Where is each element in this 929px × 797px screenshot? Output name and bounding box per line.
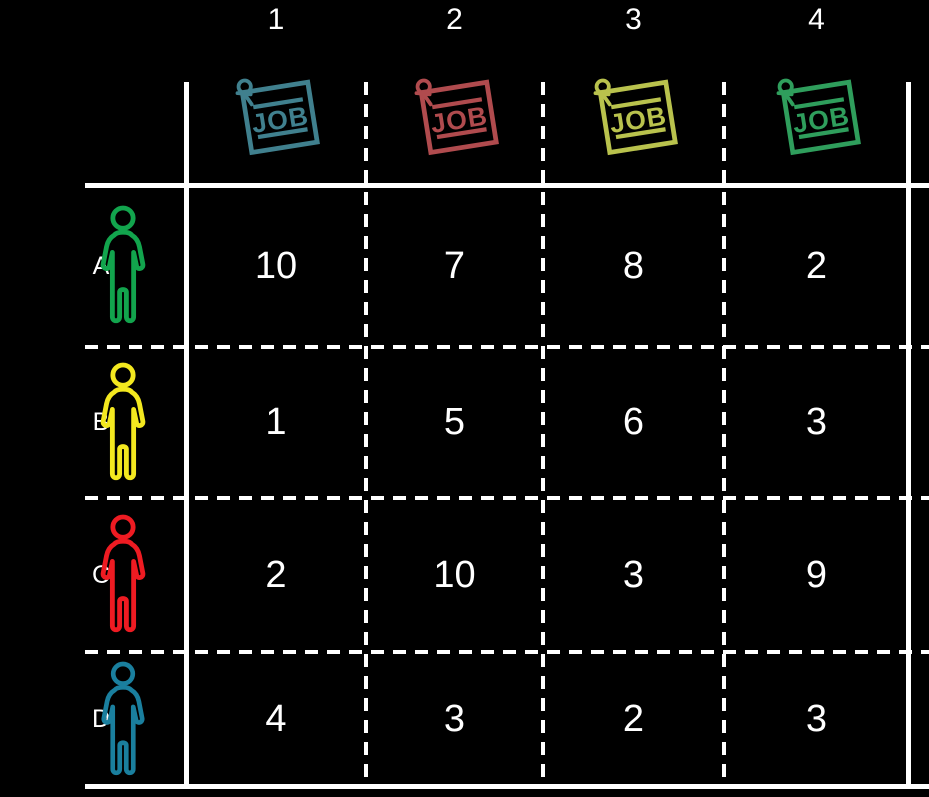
grid-hline-dashed-1	[85, 345, 929, 349]
grid-vline-dashed-2	[541, 82, 545, 787]
matrix-values: 10 7 8 2 1 5 6 3 2 10 3 9 4 3 2 3	[186, 185, 909, 787]
cell-b3: 6	[622, 401, 645, 443]
column-header-4: 4	[808, 3, 825, 36]
job-note-icon-1	[223, 69, 329, 160]
cell-b1: 1	[265, 401, 287, 443]
grid-vline-right-solid	[906, 82, 911, 787]
job-icons-row	[186, 64, 909, 164]
cell-c3: 3	[622, 553, 645, 596]
cell-c2: 10	[433, 553, 476, 596]
cell-d2: 3	[443, 698, 466, 740]
person-icon-b	[94, 362, 152, 484]
person-icon-a	[94, 205, 152, 327]
grid-hline-dashed-2	[85, 496, 929, 500]
job-note-icon-3	[581, 69, 687, 160]
grid-hline-bottom-solid	[85, 784, 929, 789]
cell-c1: 2	[265, 553, 287, 596]
column-header-3: 3	[625, 3, 642, 36]
column-header-2: 2	[446, 3, 463, 36]
person-icons-column	[90, 185, 156, 787]
grid-hline-top-solid	[85, 183, 929, 188]
column-header-1: 1	[267, 3, 285, 36]
cell-d4: 3	[805, 698, 828, 740]
cell-a2: 7	[443, 244, 466, 287]
cell-d1: 4	[265, 698, 287, 740]
cell-a4: 2	[805, 244, 828, 287]
cell-a1: 10	[254, 244, 298, 287]
job-note-icon-2	[402, 69, 508, 160]
job-note-icon-4	[764, 69, 870, 160]
grid-vline-left-solid	[184, 82, 189, 787]
grid-vline-dashed-3	[722, 82, 726, 787]
person-icon-c	[94, 514, 152, 636]
person-icon-d	[95, 661, 151, 779]
grid-vline-dashed-1	[364, 82, 368, 787]
cell-b4: 3	[805, 401, 828, 443]
grid-hline-dashed-3	[85, 650, 929, 654]
cell-b2: 5	[443, 401, 466, 443]
cell-a3: 8	[622, 244, 645, 287]
cell-d3: 2	[622, 698, 645, 740]
column-headers: 1 2 3 4	[186, 0, 909, 40]
cell-c4: 9	[805, 553, 828, 596]
